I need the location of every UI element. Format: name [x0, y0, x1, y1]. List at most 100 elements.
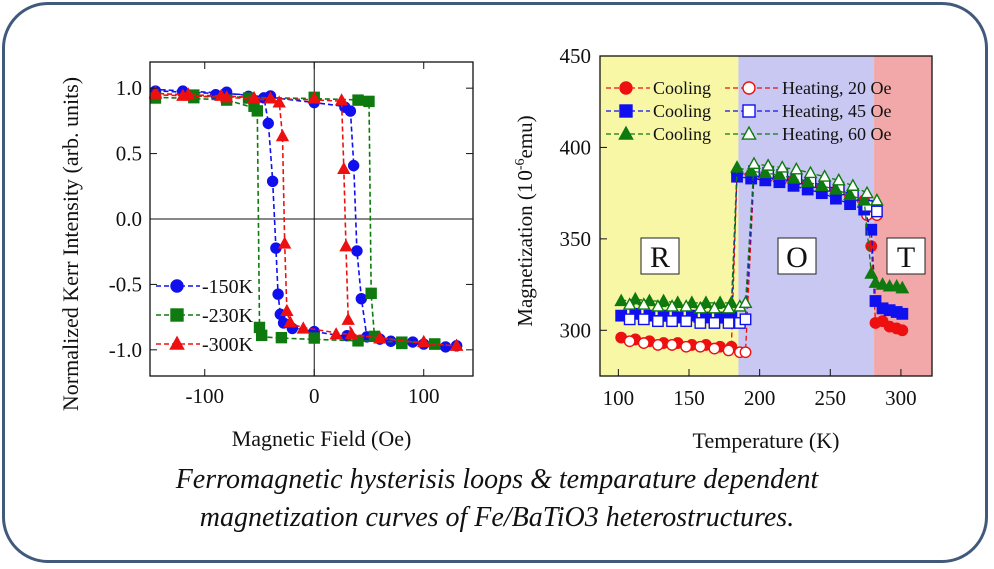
magnetization-point: [803, 165, 818, 179]
hysteresis-point: [347, 159, 360, 172]
hysteresis-point: [363, 95, 375, 108]
hysteresis-point: [272, 95, 286, 108]
magnetization-point: [707, 300, 722, 314]
magnetization-point: [694, 317, 707, 329]
hysteresis-point: [352, 94, 364, 106]
hysteresis-point: [341, 312, 355, 325]
hysteresis-point: [344, 327, 359, 340]
magnetization-legend-heating-label: Heating, 45 Oe: [782, 101, 891, 121]
magnetization-point: [708, 317, 721, 329]
magnetization-point: [789, 161, 804, 175]
phase-label-box-R: [640, 237, 680, 275]
magnetization-legend-cooling-label: Cooling: [653, 78, 711, 98]
magnetization-point: [666, 315, 678, 328]
magnetization-y-axis-label: Magnetization (1 0-6emu): [513, 115, 537, 326]
magnetization-legend-cooling-label: Cooling: [653, 124, 711, 144]
magnetization-point: [758, 165, 773, 179]
magnetization-legend-marker-heating: [742, 81, 756, 95]
hysteresis-point: [176, 88, 190, 101]
hysteresis-x-tick-label: 100: [408, 384, 440, 408]
hysteresis-point: [272, 288, 284, 300]
phase-label-O: O: [786, 241, 808, 274]
hysteresis-legend-marker: [170, 308, 184, 322]
magnetization-point: [738, 295, 753, 308]
hysteresis-point: [351, 245, 363, 257]
magnetization-y-axis-label-main: Magnetization (1: [513, 183, 537, 327]
hysteresis-x-axis-label: Magnetic Field (Oe): [232, 426, 412, 451]
hysteresis-point: [355, 292, 368, 305]
hysteresis-legend-label: -150K: [202, 276, 254, 298]
magnetization-point: [622, 297, 637, 310]
magnetization-point: [722, 317, 735, 329]
magnetization-point: [747, 156, 761, 170]
magnetization-point: [680, 315, 693, 328]
hysteresis-point: [148, 85, 163, 98]
hysteresis-x-tick-label: 0: [309, 384, 320, 408]
magnetization-point: [623, 335, 636, 348]
magnetization-point: [623, 313, 636, 326]
magnetization-point: [666, 339, 678, 351]
magnetization-point: [831, 172, 846, 186]
magnetization-point: [800, 174, 815, 188]
hysteresis-point: [247, 90, 261, 103]
phase-label-box-O: [777, 237, 817, 275]
hysteresis-series-300K: [148, 85, 464, 351]
hysteresis-legend-marker: [169, 335, 185, 350]
hysteresis-x-tick-label: -100: [185, 384, 224, 408]
magnetization-point: [652, 315, 664, 328]
hysteresis-y-tick-label: 1.0: [116, 76, 142, 100]
magnetization-x-tick-label: 100: [603, 386, 635, 410]
phase-label-T: T: [897, 241, 915, 274]
hysteresis-point: [275, 331, 288, 344]
hysteresis-y-tick-label: 0.5: [116, 142, 142, 166]
hysteresis-point: [277, 236, 292, 249]
hysteresis-line-230K: [155, 95, 435, 345]
magnetization-point: [713, 295, 727, 308]
phase-label-R: R: [650, 241, 670, 274]
hysteresis-point: [365, 287, 377, 300]
magnetization-legend-marker-cooling: [618, 125, 634, 140]
hysteresis-point: [263, 91, 278, 104]
hysteresis-point: [417, 334, 431, 348]
hysteresis-point: [275, 129, 290, 142]
hysteresis-point: [439, 341, 452, 353]
magnetization-point: [739, 313, 752, 326]
magnetization-point: [739, 346, 752, 359]
hysteresis-series-230K: [149, 89, 441, 350]
hysteresis-point: [266, 175, 279, 187]
hysteresis-point: [251, 105, 264, 117]
hysteresis-y-axis-label: Normalized Kerr Intensity (arb. units): [58, 77, 83, 411]
hysteresis-y-tick-label: 0.0: [116, 207, 142, 231]
magnetization-point: [614, 293, 629, 307]
hysteresis-point: [255, 329, 268, 342]
magnetization-point: [868, 275, 883, 288]
magnetization-plot-frame: [599, 55, 933, 377]
phase-label-box-T: [886, 237, 926, 275]
hysteresis-legend-marker: [170, 279, 184, 293]
magnetization-y-axis-label-exponent: -6: [513, 158, 528, 170]
hysteresis-point: [396, 336, 408, 348]
hysteresis-point: [262, 117, 274, 130]
hysteresis-legend-label: -300K: [202, 334, 254, 356]
magnetization-legend-marker-cooling: [619, 81, 633, 95]
magnetization-point: [772, 167, 787, 180]
magnetization-point: [761, 158, 776, 171]
magnetization-point: [869, 295, 882, 307]
hysteresis-point: [283, 315, 297, 328]
magnetization-point: [857, 193, 872, 206]
magnetization-legend-marker-heating: [742, 104, 756, 118]
hysteresis-y-tick-label: -1.0: [109, 338, 142, 362]
magnetization-point: [651, 299, 665, 312]
phase-region-O: [738, 56, 875, 376]
magnetization-x-tick-label: 300: [885, 386, 917, 410]
magnetization-point: [722, 344, 735, 357]
magnetization-y-tick-label: 400: [560, 135, 592, 159]
magnetization-point: [865, 223, 878, 236]
magnetization-x-tick-label: 150: [673, 386, 705, 410]
magnetization-point: [699, 295, 713, 308]
magnetization-point: [637, 337, 650, 349]
magnetization-point: [895, 280, 910, 294]
hysteresis-point: [329, 327, 343, 340]
magnetization-series: [622, 156, 884, 314]
hysteresis-point: [307, 91, 321, 104]
